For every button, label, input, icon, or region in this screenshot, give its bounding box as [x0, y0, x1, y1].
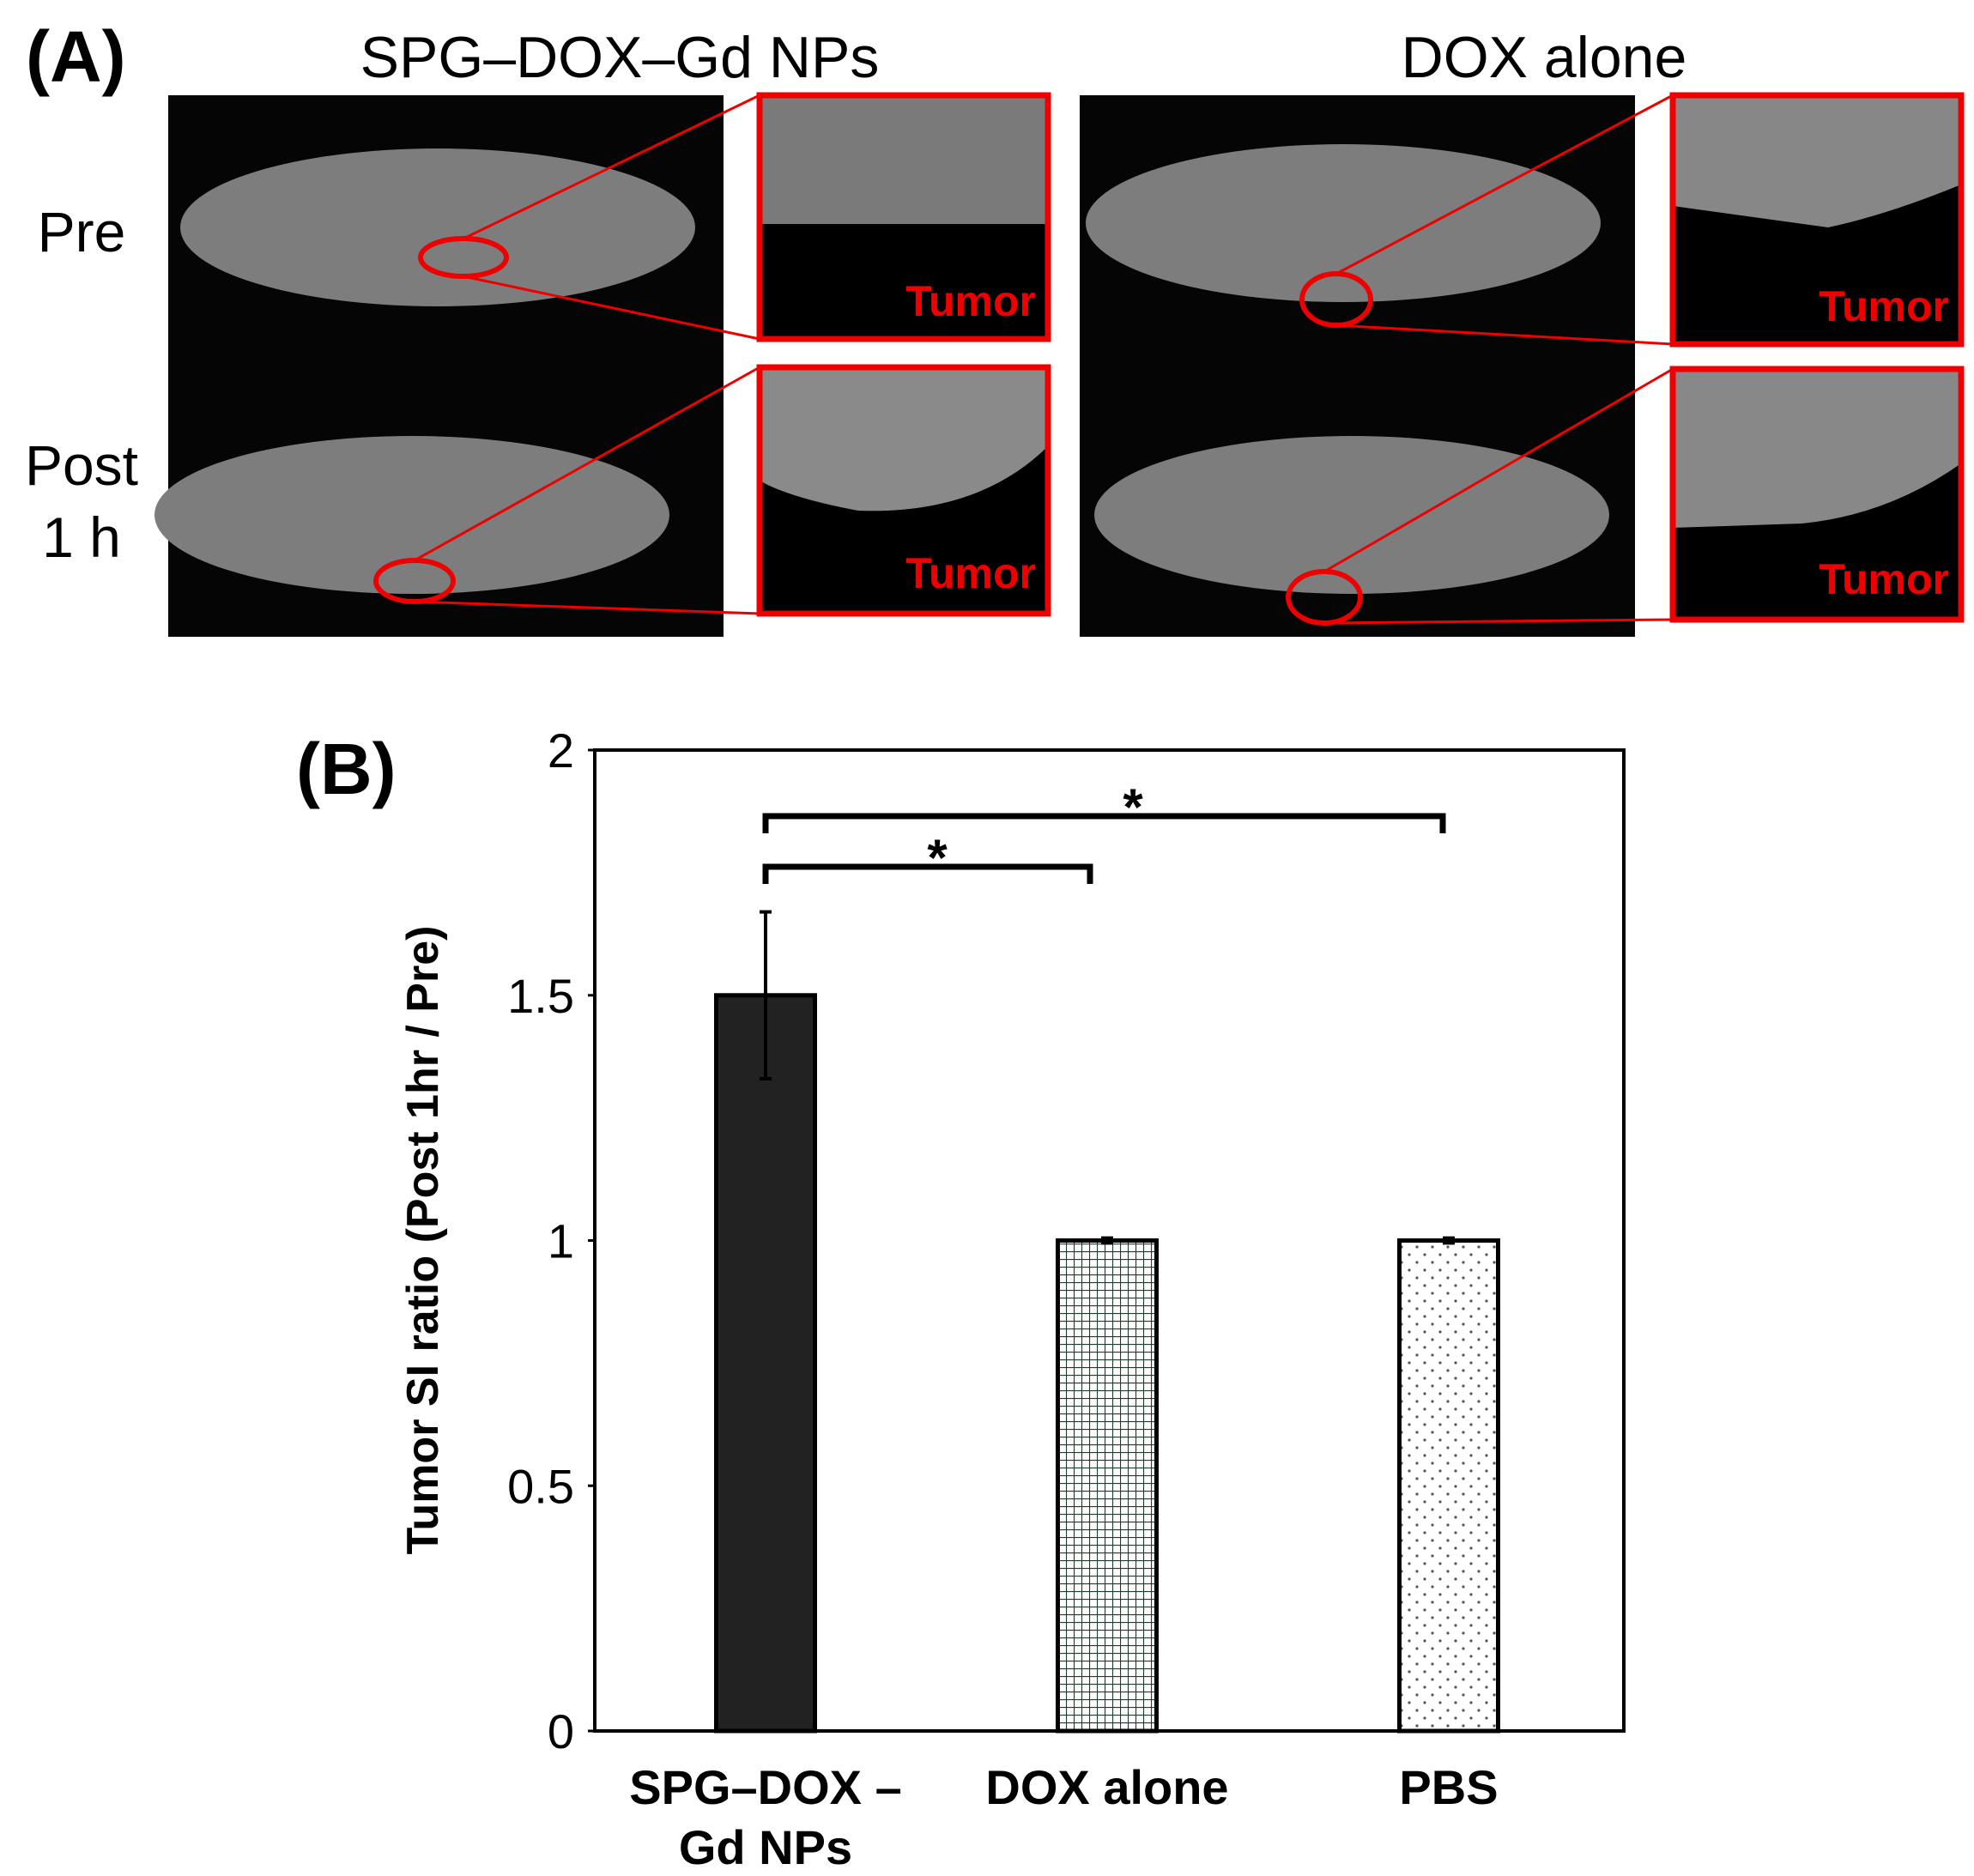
row-label: Post 1 h [24, 433, 139, 569]
mri-images: Tumor Tumor Tumor Tumor [154, 92, 1965, 637]
error-bar [760, 910, 772, 1080]
error-bar [1443, 1236, 1455, 1245]
column-title: DOX alone [1402, 25, 1687, 90]
x-tick-label: PBS [1399, 1760, 1499, 1814]
inset-label: Tumor [1819, 555, 1949, 603]
y-tick-label: 2 [548, 723, 574, 778]
row-label: Pre [37, 200, 126, 263]
bar [1397, 1238, 1500, 1734]
column-title: SPG–DOX–Gd NPs [360, 25, 880, 90]
inset-label: Tumor [905, 277, 1036, 325]
bar [714, 993, 817, 1734]
bar [1056, 1238, 1159, 1734]
plot: 0 0.5 1 1.5 2 * * [507, 723, 1500, 1758]
inset-label: Tumor [905, 549, 1036, 597]
inset-label: Tumor [1819, 282, 1949, 330]
error-bar [1101, 1236, 1113, 1245]
y-tick-label: 0 [548, 1704, 574, 1758]
y-axis-title: Tumor SI ratio (Post 1hr / Pre) [398, 926, 448, 1555]
panel-label: (A) [26, 16, 126, 97]
significance-label: * [927, 829, 948, 887]
plot-frame [593, 748, 1626, 1733]
y-tick-label: 1.5 [507, 969, 574, 1023]
significance-label: * [1123, 778, 1143, 836]
panel-label: (B) [296, 729, 397, 809]
y-tick-label: 1 [548, 1214, 574, 1268]
x-tick-label: SPG–DOX –Gd NPs [629, 1760, 902, 1874]
x-tick-label: DOX alone [985, 1760, 1229, 1814]
significance-brackets [762, 813, 1446, 884]
y-tick-label: 0.5 [507, 1459, 574, 1513]
